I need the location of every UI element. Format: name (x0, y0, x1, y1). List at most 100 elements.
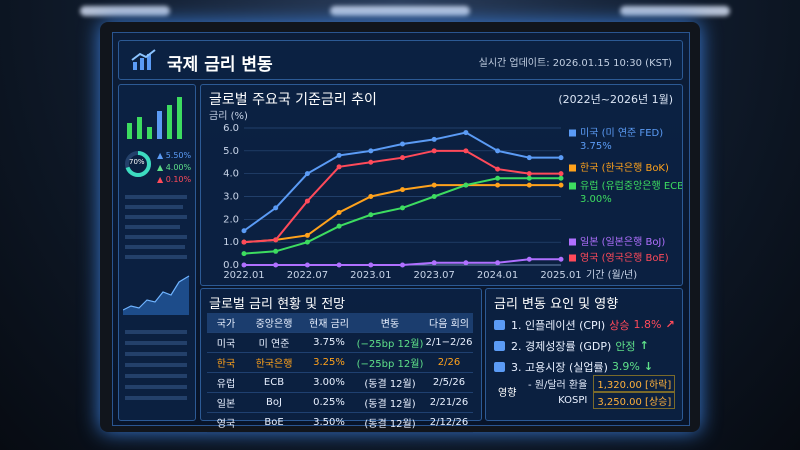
factor-label: 2. 경제성장률 (GDP) (511, 339, 612, 353)
factor-label: 3. 고용시장 (실업률) (511, 360, 608, 374)
table-cell: 2/26 (437, 357, 461, 368)
factors-title: 금리 변동 요인 및 영향 (494, 297, 619, 312)
side-stat-value: 0.10% (165, 175, 192, 184)
side-row (125, 225, 180, 229)
y-tick-label: 6.0 (223, 123, 239, 134)
data-point (368, 148, 374, 154)
x-tick-label: 2024.01 (477, 270, 518, 281)
data-point (463, 130, 469, 136)
table-cell: 미 연준 (258, 339, 290, 350)
legend-label: 한국 (한국은행 BoK) (580, 162, 669, 174)
impact-label: 영향 (498, 388, 517, 399)
table-cell: 3.50% (313, 417, 345, 428)
sparkline (123, 275, 190, 315)
chart: 글로벌 주요국 기준금리 추이 (2022년~2026년 1월) 금리 (%) … (209, 92, 688, 281)
side-row (125, 341, 187, 345)
table-cell: 2/1−2/26 (425, 337, 473, 348)
data-point (526, 171, 532, 177)
data-point (463, 260, 469, 266)
side-stat: ▲ 0.10% (157, 175, 192, 184)
data-point (304, 239, 310, 245)
side-stat: ▲ 5.50% (157, 151, 192, 160)
header-icon (131, 49, 156, 70)
y-tick-label: 4.0 (223, 169, 239, 180)
data-point (400, 187, 405, 193)
data-point (463, 148, 469, 154)
data-point (558, 171, 564, 177)
table-row: 한국 한국은행 3.25% (−25bp 12월) 2/26 (207, 353, 473, 373)
data-point (526, 155, 532, 161)
data-point (526, 256, 532, 262)
column-header: 현재 금리 (309, 319, 349, 330)
data-point (241, 239, 247, 245)
data-point (495, 175, 501, 181)
table-cell: 3.75% (313, 337, 345, 348)
column-header: 다음 회의 (429, 319, 469, 330)
data-point (558, 182, 564, 188)
impact-value: 3,250.00 [상승] (593, 392, 676, 409)
legend-label: 일본 (일본은행 BoJ) (580, 236, 665, 248)
table-cell: 유럽 (216, 379, 236, 390)
data-point (304, 171, 310, 177)
column-header: 변동 (380, 319, 400, 330)
table-cell: 일본 (216, 399, 236, 410)
data-point (273, 262, 279, 268)
ceiling-light (330, 6, 470, 16)
data-point (431, 194, 437, 199)
data-point (241, 251, 247, 257)
legend-swatch (569, 129, 576, 137)
legend-label: 영국 (영국은행 BoE) (580, 252, 669, 264)
data-point (558, 256, 564, 262)
data-point (400, 141, 405, 147)
side-stat-value: 5.50% (165, 151, 192, 160)
side-stat: ▲ 4.00% (157, 163, 192, 172)
series-line (243, 131, 561, 232)
data-point (431, 136, 437, 142)
table-cell: 한국은행 (255, 359, 293, 370)
data-point (431, 148, 437, 154)
table-row: 영국 BoE 3.50% (동결 12월) 2/12/26 (207, 413, 473, 433)
data-point (495, 260, 501, 266)
legend-note: 3.75% (580, 141, 612, 152)
rate-table: 국가 중앙은행 현재 금리 변동 다음 회의 미국 미 연준 3.75% (−25bp 12월… (207, 313, 473, 433)
legend-swatch (569, 254, 576, 262)
side-row (125, 374, 187, 378)
y-tick-label: 1.0 (223, 237, 239, 248)
factor-value: 1.8% (633, 318, 662, 331)
legend-swatch (569, 238, 576, 246)
impact-row: - 원/달러 환율 1,320.00 [하락] (528, 375, 676, 392)
ceiling-light (620, 6, 730, 16)
x-tick-label: 2025.01 (540, 270, 581, 281)
impact-name: KOSPI (558, 395, 588, 406)
table-cell: 한국 (216, 359, 236, 370)
table-cell: 2/12/26 (429, 417, 469, 428)
data-point (241, 262, 247, 268)
table-cell: 2/21/26 (429, 397, 469, 408)
data-point (273, 248, 279, 254)
y-tick-label: 2.0 (223, 214, 239, 225)
legend-label: 유럽 (유럽중앙은행 ECB) (580, 180, 682, 192)
data-point (336, 223, 342, 229)
factor-item: 1. 인플레이션 (CPI) 상승 1.8% (494, 314, 675, 335)
table-cell: 0.25% (313, 397, 345, 408)
data-point (304, 198, 310, 204)
table-cell: 3.25% (313, 357, 345, 368)
data-point (273, 205, 279, 211)
data-point (368, 212, 374, 218)
table-panel: 글로벌 금리 현황 및 전망 국가 중앙은행 현재 금리 변동 다음 회의 미국 미 연준… (200, 288, 482, 433)
factor-status: 안정 (615, 339, 636, 353)
impact-row: KOSPI 3,250.00 [상승] (528, 392, 676, 409)
y-tick-label: 5.0 (223, 146, 239, 157)
table-cell: (동결 12월) (364, 379, 416, 390)
side-row (125, 352, 187, 356)
update-time: 실시간 업데이트: 2026.01.15 10:30 (KST) (478, 58, 672, 69)
x-tick-label: 2023.07 (414, 270, 455, 281)
data-point (400, 262, 405, 268)
factors-panel: 금리 변동 요인 및 영향 1. 인플레이션 (CPI)상승1.8% 2. 경제성… (485, 288, 683, 421)
table-cell: ECB (263, 377, 285, 388)
column-header: 국가 (216, 319, 236, 330)
table-cell: BoE (264, 417, 284, 428)
data-point (368, 194, 374, 199)
chart-panel: 글로벌 주요국 기준금리 추이 (2022년~2026년 1월) 금리 (%) … (200, 84, 688, 286)
